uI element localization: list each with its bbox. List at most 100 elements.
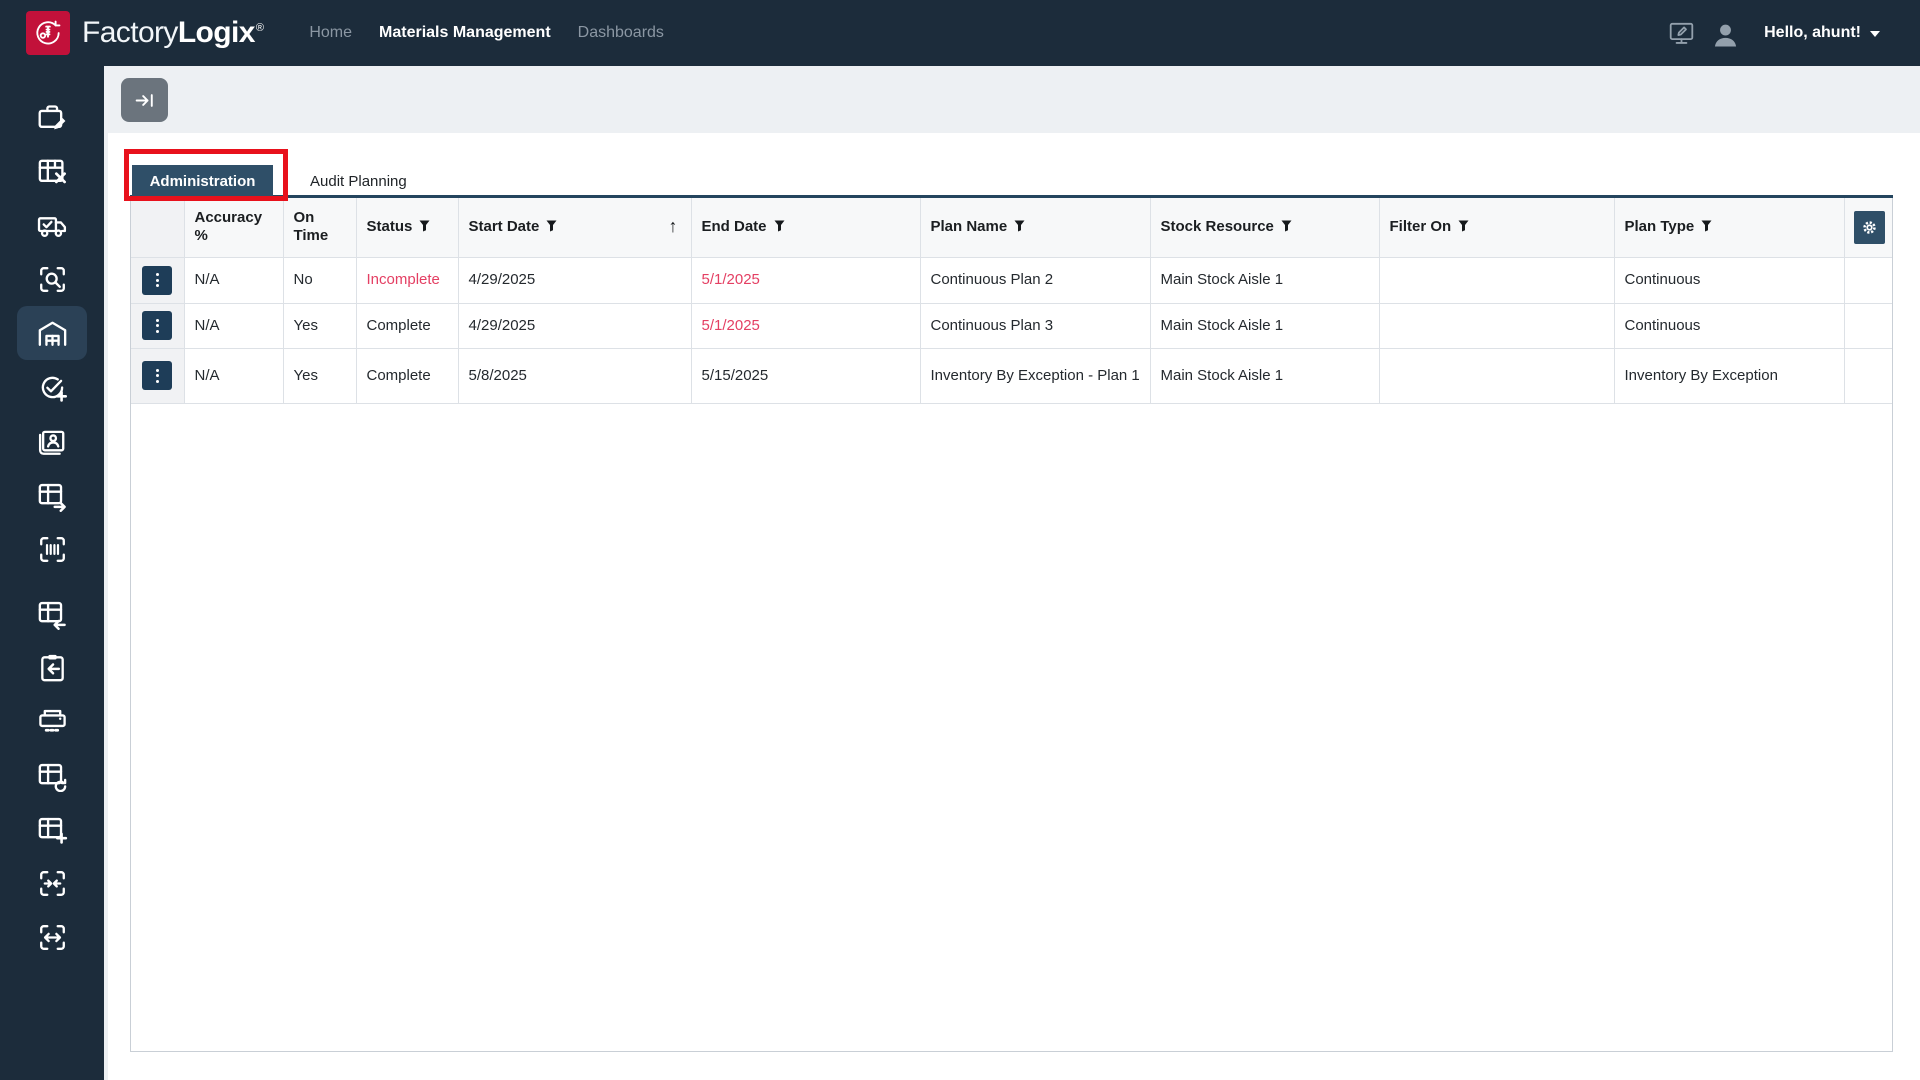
column-header-actions [131, 198, 185, 258]
table-row: N/A Yes Complete 4/29/2025 5/1/2025 Continuou… [131, 303, 1892, 349]
column-label: On Time [293, 208, 329, 245]
column-header-plan_name[interactable]: Plan Name [920, 198, 1151, 258]
cell-filter_on [1379, 303, 1615, 349]
clipboard-return-icon [36, 651, 69, 684]
header-row: Accuracy % On Time Status Start Date ↑ End Da… [131, 198, 1892, 258]
column-header-accuracy[interactable]: Accuracy % [184, 198, 284, 258]
column-header-status[interactable]: Status [356, 198, 459, 258]
column-header-plan_type[interactable]: Plan Type [1614, 198, 1845, 258]
sidebar-item-check-circle-plus[interactable] [17, 360, 87, 414]
cell-actions [131, 303, 185, 349]
tab-audit-planning[interactable]: Audit Planning [310, 173, 407, 190]
column-label: Plan Name [930, 217, 1008, 235]
sidebar-item-grid-arrow-right[interactable] [17, 468, 87, 522]
collapse-panel-button[interactable] [121, 78, 168, 122]
sidebar-item-scan-resize[interactable] [17, 910, 87, 964]
main-content: Administration Audit Planning Accuracy %… [104, 66, 1920, 1080]
nav-dashboards[interactable]: Dashboards [577, 24, 664, 41]
nav-home[interactable]: Home [309, 24, 353, 41]
filter-icon[interactable] [546, 219, 557, 236]
audit-plans-grid: Accuracy % On Time Status Start Date ↑ End Da… [130, 198, 1893, 1052]
column-header-settings[interactable] [1844, 198, 1892, 258]
sidebar-item-grid-arrow-left[interactable] [17, 586, 87, 640]
filter-icon[interactable] [419, 219, 430, 236]
column-header-start_date[interactable]: Start Date ↑ [458, 198, 692, 258]
user-menu[interactable]: Hello, ahunt! [1764, 24, 1880, 42]
column-label: End Date [701, 217, 767, 235]
cell-end_date: 5/15/2025 [691, 348, 921, 404]
column-header-on_time[interactable]: On Time [283, 198, 357, 258]
filter-icon[interactable] [1014, 219, 1025, 236]
caret-down-icon [1870, 31, 1880, 37]
filter-icon[interactable] [1458, 219, 1469, 236]
cell-end_date: 5/1/2025 [691, 303, 921, 349]
sidebar-item-grid-plus[interactable] [17, 802, 87, 856]
sidebar-item-truck-check[interactable] [17, 198, 87, 252]
grid-plus-icon [36, 813, 69, 846]
warehouse-icon [36, 317, 69, 350]
sidebar-item-briefcase-edit[interactable] [17, 90, 87, 144]
column-label: Filter On [1389, 217, 1452, 235]
cell-plan_type: Continuous [1614, 303, 1845, 349]
filter-icon[interactable] [774, 219, 785, 236]
sidebar-item-id-card[interactable] [17, 414, 87, 468]
cell-settings [1844, 348, 1892, 404]
column-header-stock_resource[interactable]: Stock Resource [1150, 198, 1380, 258]
table-row: N/A No Incomplete 4/29/2025 5/1/2025 Continuo… [131, 257, 1892, 304]
grid-arrow-left-icon [36, 597, 69, 630]
cell-on_time: Yes [283, 348, 357, 404]
column-label: Accuracy % [194, 208, 263, 245]
tab-administration[interactable]: Administration [132, 165, 273, 198]
cell-settings [1844, 257, 1892, 304]
scan-search-icon [36, 263, 69, 296]
cell-status: Complete [356, 348, 459, 404]
row-menu-button[interactable] [142, 311, 173, 340]
column-label: Start Date [468, 217, 540, 235]
cell-plan_name: Inventory By Exception - Plan 1 [920, 348, 1151, 404]
cell-accuracy: N/A [184, 303, 284, 349]
sidebar-item-grid-refresh[interactable] [17, 748, 87, 802]
filter-icon[interactable] [1701, 219, 1712, 236]
row-menu-button[interactable] [142, 361, 173, 390]
sidebar-item-printer[interactable] [17, 694, 87, 748]
sort-ascending-icon: ↑ [668, 216, 678, 237]
cell-on_time: No [283, 257, 357, 304]
id-card-icon [36, 425, 69, 458]
sidebar-item-warehouse[interactable] [17, 306, 87, 360]
user-greeting: Hello, ahunt! [1764, 24, 1861, 41]
display-edit-icon[interactable] [1668, 20, 1695, 47]
scan-compress-icon [36, 867, 69, 900]
gear-icon [1861, 219, 1878, 236]
sidebar-item-clipboard-return[interactable] [17, 640, 87, 694]
grid-refresh-icon [36, 759, 69, 792]
cell-plan_name: Continuous Plan 3 [920, 303, 1151, 349]
tab-strip: Administration Audit Planning [108, 133, 1920, 201]
table-row: N/A Yes Complete 5/8/2025 5/15/2025 Inventory… [131, 348, 1892, 404]
printer-icon [36, 705, 69, 738]
filter-icon[interactable] [1281, 219, 1292, 236]
nav-materials-management[interactable]: Materials Management [379, 24, 551, 41]
user-avatar-icon[interactable] [1710, 16, 1741, 51]
cell-stock_resource: Main Stock Aisle 1 [1150, 348, 1380, 404]
cell-end_date: 5/1/2025 [691, 257, 921, 304]
sidebar-item-grid-remove[interactable] [17, 144, 87, 198]
column-header-filter_on[interactable]: Filter On [1379, 198, 1615, 258]
tab-underline [130, 195, 1893, 198]
cell-status: Complete [356, 303, 459, 349]
cell-accuracy: N/A [184, 257, 284, 304]
grid-settings-button[interactable] [1853, 210, 1885, 244]
cell-actions [131, 348, 185, 404]
factorylogix-logo[interactable]: FactoryLogix® [26, 11, 264, 55]
check-circle-plus-icon [36, 371, 69, 404]
sidebar-item-barcode-scan[interactable] [17, 522, 87, 576]
cell-stock_resource: Main Stock Aisle 1 [1150, 303, 1380, 349]
grid-arrow-right-icon [36, 479, 69, 512]
briefcase-edit-icon [36, 101, 69, 134]
cell-start_date: 4/29/2025 [458, 257, 692, 304]
row-menu-button[interactable] [142, 265, 173, 295]
sidebar-item-scan-search[interactable] [17, 252, 87, 306]
sidebar-item-scan-compress[interactable] [17, 856, 87, 910]
column-header-end_date[interactable]: End Date [691, 198, 921, 258]
top-navigation-bar: FactoryLogix® Home Materials Management Da… [0, 0, 1920, 66]
cell-plan_type: Continuous [1614, 257, 1845, 304]
